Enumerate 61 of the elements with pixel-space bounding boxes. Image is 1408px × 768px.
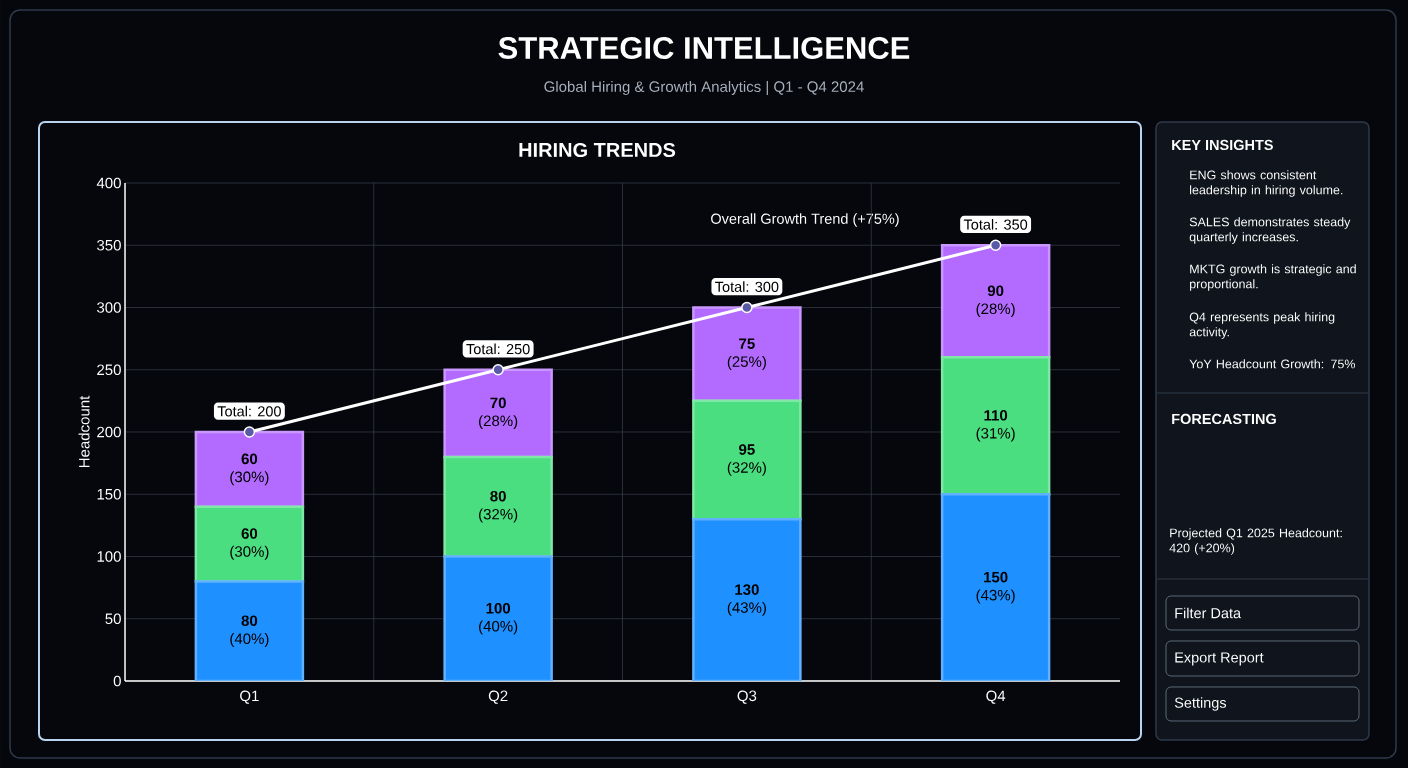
bar <box>443 368 553 459</box>
y-axis-title: Headcount <box>78 395 90 468</box>
text: ENG shows consistent leadership in hiring volume. <box>1190 170 1343 197</box>
text: YoY Headcount Growth: 75% <box>1189 359 1356 369</box>
bar <box>940 243 1051 359</box>
chart-subtitle: Global Hiring & Growth Analytics | Q1 - Q4 2024 <box>544 80 864 96</box>
bar <box>692 517 802 681</box>
annotation: Overall Growth Trend (+75%) <box>711 213 899 227</box>
y-tick-label: 0 <box>113 675 121 687</box>
x-tick-label: Q4 <box>986 690 1006 704</box>
text: Settings <box>1174 697 1227 711</box>
y-tick-label: 150 <box>97 488 121 500</box>
total-label: Total: 250 <box>466 343 530 355</box>
data-label: 75 (25%) <box>727 338 766 370</box>
data-label: 70 (28%) <box>479 397 518 430</box>
bar <box>443 455 553 558</box>
bar <box>194 430 305 508</box>
bar <box>692 399 802 521</box>
y-tick-label: 200 <box>97 426 121 438</box>
x-tick-label: Q1 <box>240 690 259 704</box>
y-tick-label: 300 <box>97 302 121 313</box>
data-label: 95 (32%) <box>727 444 766 476</box>
data-label: 150 (43%) <box>976 571 1015 604</box>
point <box>741 301 753 314</box>
data-label: 80 (32%) <box>479 490 518 523</box>
y-tick-label: 250 <box>97 364 121 376</box>
bar <box>443 555 553 681</box>
y-tick-label: 50 <box>105 613 121 625</box>
bar <box>940 356 1051 496</box>
point <box>243 426 256 438</box>
text: Export Report <box>1175 652 1264 666</box>
total-label: Total: 350 <box>963 219 1028 230</box>
text: Filter Data <box>1175 607 1242 619</box>
text: HIRING TRENDS <box>519 142 676 158</box>
data-label: 90 (28%) <box>976 285 1015 318</box>
text: Q4 represents peak hiring activity. <box>1189 312 1335 339</box>
chart-title: STRATEGIC INTELLIGENCE <box>498 37 910 59</box>
text: Projected Q1 2025 Headcount: 420 (+20%) <box>1169 528 1342 555</box>
data-label: 80 (40%) <box>230 615 269 647</box>
total-label: Total: 200 <box>217 405 281 417</box>
text: FORECASTING <box>1172 413 1276 425</box>
bar <box>940 492 1051 681</box>
bar <box>194 580 305 681</box>
y-tick-label: 350 <box>97 239 121 251</box>
data-label: 60 (30%) <box>230 528 269 560</box>
total-label: Total: 300 <box>715 281 779 292</box>
y-tick-label: 100 <box>97 551 121 562</box>
data-label: 110 (31%) <box>976 409 1015 442</box>
y-tick-label: 400 <box>96 177 121 189</box>
text: SALES demonstrates steady quarterly increases. <box>1189 217 1351 244</box>
point <box>492 363 504 376</box>
bar <box>194 505 305 583</box>
data-label: 60 (30%) <box>230 453 269 486</box>
point <box>989 239 1002 251</box>
x-tick-label: Q2 <box>488 690 508 704</box>
bar <box>692 306 802 403</box>
data-label: 130 (43%) <box>727 584 766 616</box>
data-label: 100 (40%) <box>479 602 518 635</box>
x-tick-label: Q3 <box>737 690 757 704</box>
text: MKTG growth is strategic and proportional. <box>1190 264 1356 291</box>
text: KEY INSIGHTS <box>1172 139 1273 151</box>
